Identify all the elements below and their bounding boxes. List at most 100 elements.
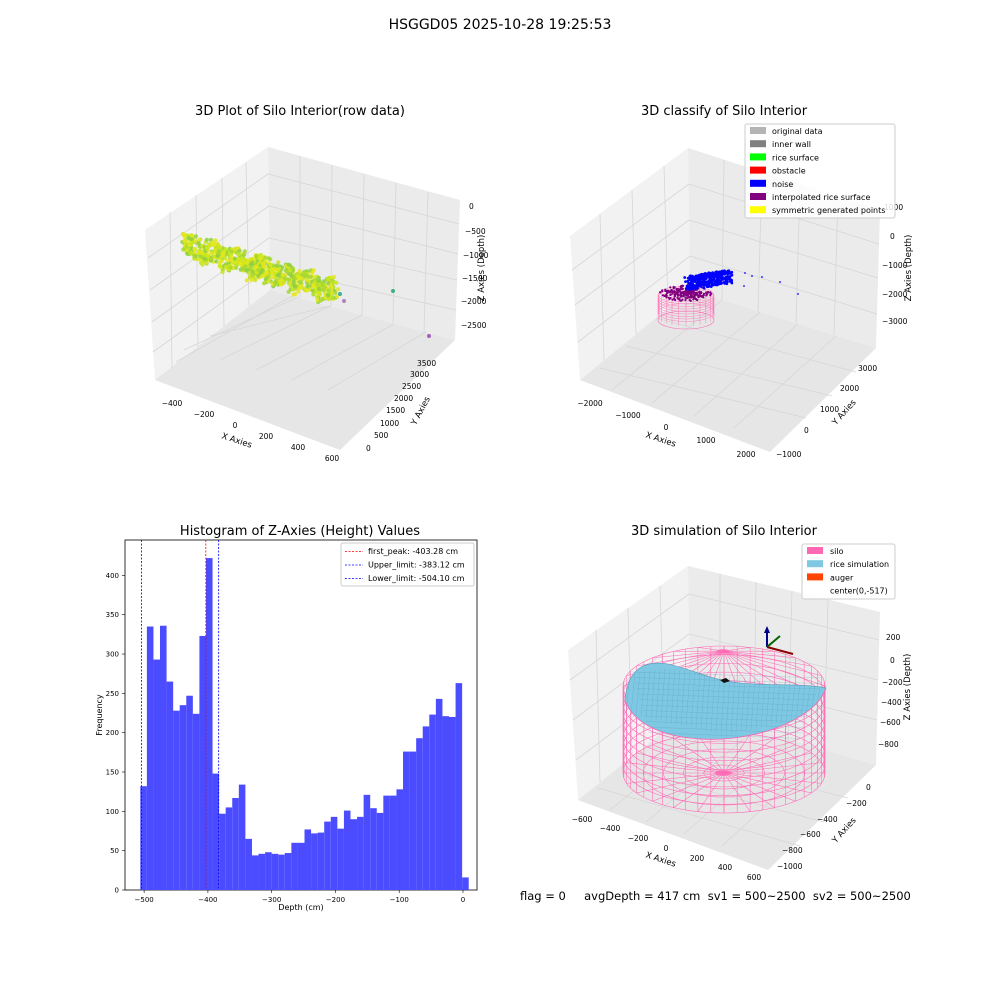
raw-point [317,286,322,292]
p2-ytick: −1000 [776,450,802,459]
p2-ztick: 0 [890,232,895,241]
histogram-xlabel: Depth (cm) [278,903,323,912]
p4-ytick: −200 [846,799,867,808]
histogram-bar [403,751,410,890]
legend-swatch [807,547,823,554]
rice-mesh-line [675,669,681,725]
interpolated-point [671,292,674,295]
silo-floor-spoke [723,762,822,774]
interpolated-point [661,289,664,292]
noise-point [779,281,781,283]
interpolated-point [679,287,682,290]
raw-point [313,290,318,295]
raw-point [272,266,277,272]
rice-mesh-line [643,715,807,723]
silo-floor-spoke [626,772,725,784]
p4-ztick: −800 [878,740,899,749]
histogram-bar [205,558,213,890]
p2-ztick: −3000 [882,317,908,326]
p1-xtick: 0 [233,421,238,430]
raw-point [276,272,282,277]
rice-mesh-line [745,677,751,731]
raw-point [326,288,331,293]
raw-point [268,257,273,262]
interpolated-point [689,296,692,299]
raw-point [275,263,280,268]
p4-zlabel: Z Axies (Depth) [903,654,913,721]
raw-point [250,260,255,266]
rice-mesh-line [800,684,806,719]
p4-ztick: −600 [880,718,901,727]
histogram-bar [363,794,371,890]
raw-point [237,258,242,263]
rice-mesh-line [640,704,811,712]
simulation-legend: silo rice simulation auger center(0,-517) [801,543,896,600]
raw-point [312,279,318,285]
rice-mesh-line [810,685,816,717]
legend-swatch [750,140,766,148]
interpolated-point [669,286,672,289]
interpolated-point [679,291,682,295]
p2-xtick: 2000 [736,450,755,459]
p4-ytick: 0 [866,783,871,792]
plot1-title: 3D Plot of Silo Interior(row data) [195,104,405,119]
plot2-axes-box [570,148,880,452]
rice-mesh-line [645,721,805,728]
raw-point [250,269,255,274]
silo-roof-spoke [723,650,826,687]
silo-floor-spoke [626,762,725,774]
silo-roof-spoke [723,650,822,676]
raw-point [328,283,334,288]
noise-point [705,280,709,284]
interpolated-point [669,290,673,293]
rice-mesh-line [770,680,776,726]
raw-point [276,260,281,265]
raw-point [282,273,288,278]
legend-label: silo [830,547,844,556]
histogram-bar [271,853,279,890]
noise-point [702,286,706,290]
histogram-ytick-label: 350 [106,611,119,619]
rice-mesh-line [636,688,817,695]
legend-label: symmetric generated points [772,206,885,215]
p2-xtick: −2000 [577,399,603,408]
raw-point [317,279,322,284]
rice-mesh-line [725,675,731,736]
histogram-bar [304,829,312,890]
raw-point [240,256,245,261]
histogram-bar [219,813,226,890]
histogram-bar [396,789,404,890]
rice-mesh-line [795,683,801,720]
raw-point [310,288,315,293]
interpolated-point [672,285,675,289]
p4-ztick: −200 [882,678,903,687]
silo-floor-ring [663,748,785,798]
interpolated-point [705,292,708,295]
rice-mesh-line [765,679,771,727]
rice-mesh-line [705,672,711,731]
histogram-x-ticks: −500 −400 −300 −200 −100 0 [135,890,465,904]
raw-point [252,264,258,270]
p2-ytick: 0 [804,426,809,435]
raw-point [244,268,249,273]
p1-ztick: −500 [465,227,486,236]
histogram-bar [153,659,161,890]
histogram-bar [160,625,167,890]
rice-mesh-line [780,681,786,723]
p1-ztick: −2500 [461,321,487,330]
raw-point [333,290,338,295]
raw-point [222,256,228,261]
interpolated-point [673,298,676,301]
legend-label: obstacle [772,167,806,176]
raw-point [316,275,321,281]
noise-point [716,277,720,281]
silo-floor-spoke [636,752,725,774]
raw-point [223,264,228,269]
raw-point [223,246,228,252]
histogram-ytick-label: 150 [106,769,119,777]
raw-point [297,280,303,285]
noise-point [721,276,725,279]
rice-mesh-line [625,672,631,714]
noise-point [730,278,734,282]
noise-point [718,280,722,283]
